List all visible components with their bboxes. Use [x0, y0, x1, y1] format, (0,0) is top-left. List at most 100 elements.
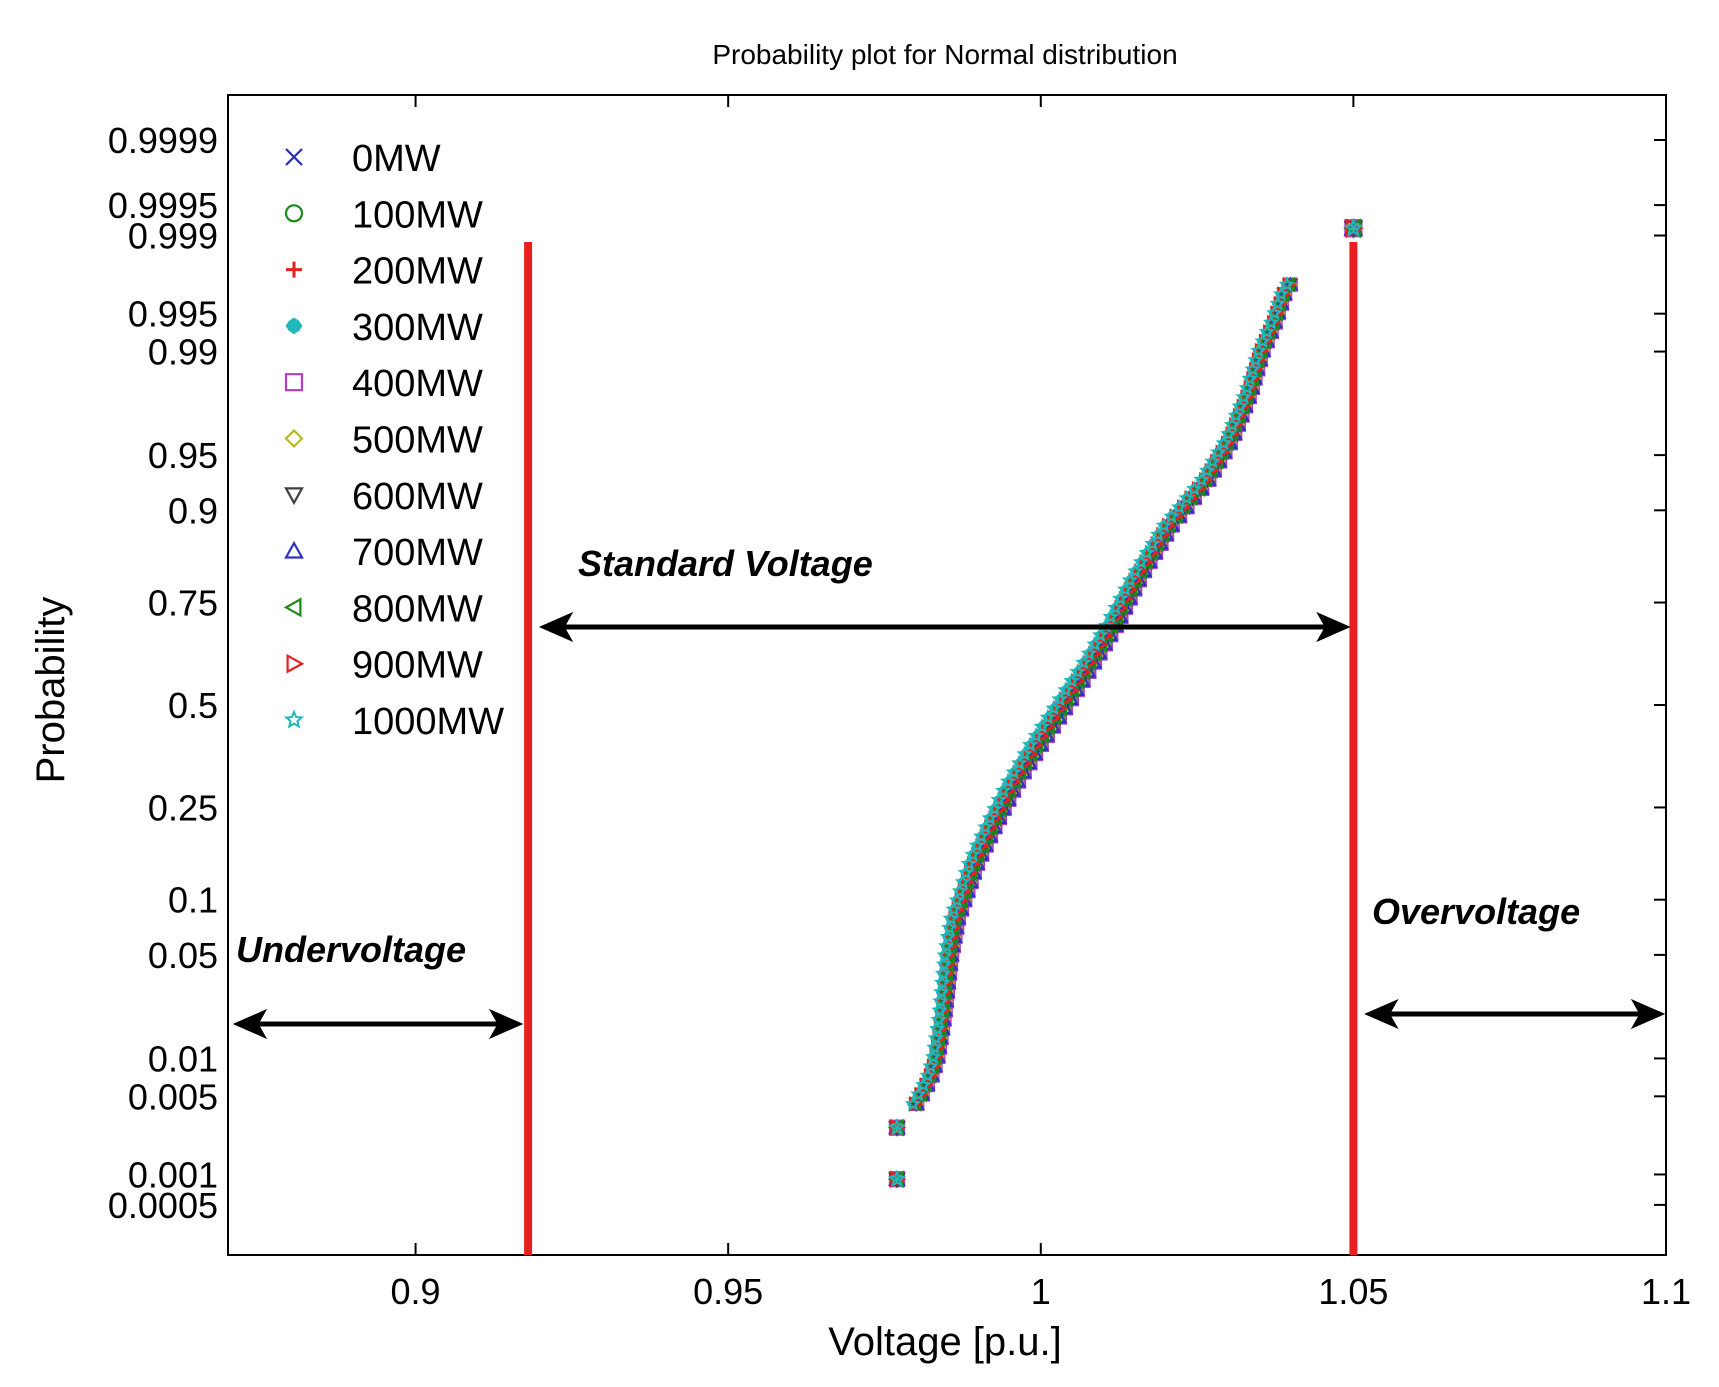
- legend-item: 500MW: [284, 420, 483, 462]
- legend-item: 400MW: [284, 363, 483, 405]
- series-800MW: [887, 218, 1361, 1189]
- data-point: [951, 901, 966, 918]
- data-point: [1162, 517, 1177, 534]
- data-point: [1075, 654, 1092, 670]
- legend-item: 600MW: [284, 476, 483, 518]
- data-point: [932, 992, 949, 1009]
- data-point: [990, 791, 1008, 807]
- standard-voltage-arrow: [538, 611, 1351, 643]
- data-point: [1102, 608, 1119, 624]
- data-point: [1176, 499, 1192, 516]
- annotation-overvoltage: Overvoltage: [1372, 891, 1580, 932]
- data-point: [1107, 599, 1124, 615]
- data-point: [1069, 663, 1086, 679]
- data-point: [938, 937, 955, 954]
- data-point: [904, 1095, 922, 1111]
- data-point: [1132, 553, 1150, 570]
- data-point: [954, 873, 971, 890]
- data-point: [1138, 544, 1155, 560]
- legend-marker: [284, 373, 304, 392]
- legend-item: 700MW: [284, 532, 483, 574]
- data-point: [1250, 342, 1267, 358]
- data-point: [927, 1029, 944, 1046]
- data-point: [972, 827, 990, 844]
- series-400MW: [888, 219, 1363, 1188]
- data-point: [1092, 626, 1109, 643]
- x-tick-label: 1.05: [1318, 1271, 1388, 1312]
- data-point: [1198, 462, 1216, 478]
- data-point: [1169, 508, 1184, 525]
- data-point: [1186, 480, 1203, 497]
- data-point: [951, 882, 969, 899]
- legend-marker: [286, 653, 305, 674]
- x-tick-label: 1: [1031, 1271, 1051, 1312]
- legend-item: 200MW: [286, 251, 483, 293]
- data-point: [1343, 217, 1364, 236]
- legend-label: 1000MW: [352, 701, 504, 743]
- y-tick-label: 0.01: [148, 1038, 218, 1079]
- data-point: [1278, 276, 1295, 292]
- data-point: [1241, 369, 1258, 386]
- legend-item: 300MW: [286, 307, 483, 349]
- series-500MW: [888, 218, 1363, 1188]
- y-tick-label: 0.001: [128, 1154, 218, 1195]
- series-1000MW: [887, 217, 1364, 1187]
- data-point: [948, 910, 963, 927]
- data-point: [922, 1057, 939, 1074]
- legend-marker: [283, 597, 302, 618]
- y-tick-label: 0.1: [168, 880, 218, 921]
- data-point: [1193, 471, 1210, 487]
- legend-label: 500MW: [352, 420, 483, 462]
- y-tick-label: 0.75: [148, 583, 218, 624]
- annotation-undervoltage: Undervoltage: [236, 929, 466, 970]
- data-point: [1238, 379, 1255, 395]
- data-point: [1204, 452, 1221, 469]
- legend-item: 800MW: [283, 588, 483, 630]
- series-700MW: [888, 217, 1364, 1186]
- x-tick-label: 0.95: [693, 1271, 763, 1312]
- data-point: [1247, 351, 1264, 367]
- series-600MW: [888, 220, 1364, 1189]
- data-point: [1184, 490, 1199, 507]
- data-point: [1170, 498, 1188, 515]
- y-tick-label: 0.25: [148, 787, 218, 828]
- data-point: [1220, 425, 1237, 442]
- y-tick-label: 0.0005: [108, 1185, 218, 1226]
- data-point: [963, 865, 979, 881]
- data-point: [1223, 416, 1241, 432]
- data-point: [1210, 443, 1227, 460]
- legend-marker: [284, 540, 304, 559]
- overvoltage-arrow: [1364, 998, 1666, 1030]
- data-point: [1127, 562, 1144, 579]
- data-point: [936, 946, 954, 963]
- data-point: [1227, 407, 1245, 423]
- data-point: [948, 891, 966, 908]
- data-point: [1063, 672, 1080, 688]
- data-point: [957, 864, 975, 880]
- legend-item: 100MW: [284, 194, 483, 236]
- data-point: [1121, 571, 1139, 588]
- data-point: [887, 1169, 907, 1187]
- data-point: [926, 1039, 943, 1055]
- data-point: [914, 1076, 932, 1093]
- data-point: [924, 1048, 942, 1064]
- data-point: [1235, 388, 1252, 405]
- data-point: [1149, 526, 1167, 542]
- series-300MW: [889, 220, 1362, 1187]
- legend-marker: [284, 428, 304, 449]
- legend-marker: [284, 487, 304, 506]
- data-point: [995, 782, 1012, 798]
- legend-item: 1000MW: [283, 701, 504, 743]
- legend-label: 200MW: [352, 251, 483, 293]
- data-point: [1045, 699, 1062, 716]
- data-point: [1258, 323, 1275, 339]
- data-point: [941, 919, 958, 935]
- data-point: [957, 883, 972, 900]
- data-point: [1010, 754, 1028, 771]
- data-point: [1266, 304, 1283, 321]
- data-point: [942, 910, 959, 926]
- legend-marker: [283, 709, 305, 729]
- data-point: [931, 1001, 948, 1018]
